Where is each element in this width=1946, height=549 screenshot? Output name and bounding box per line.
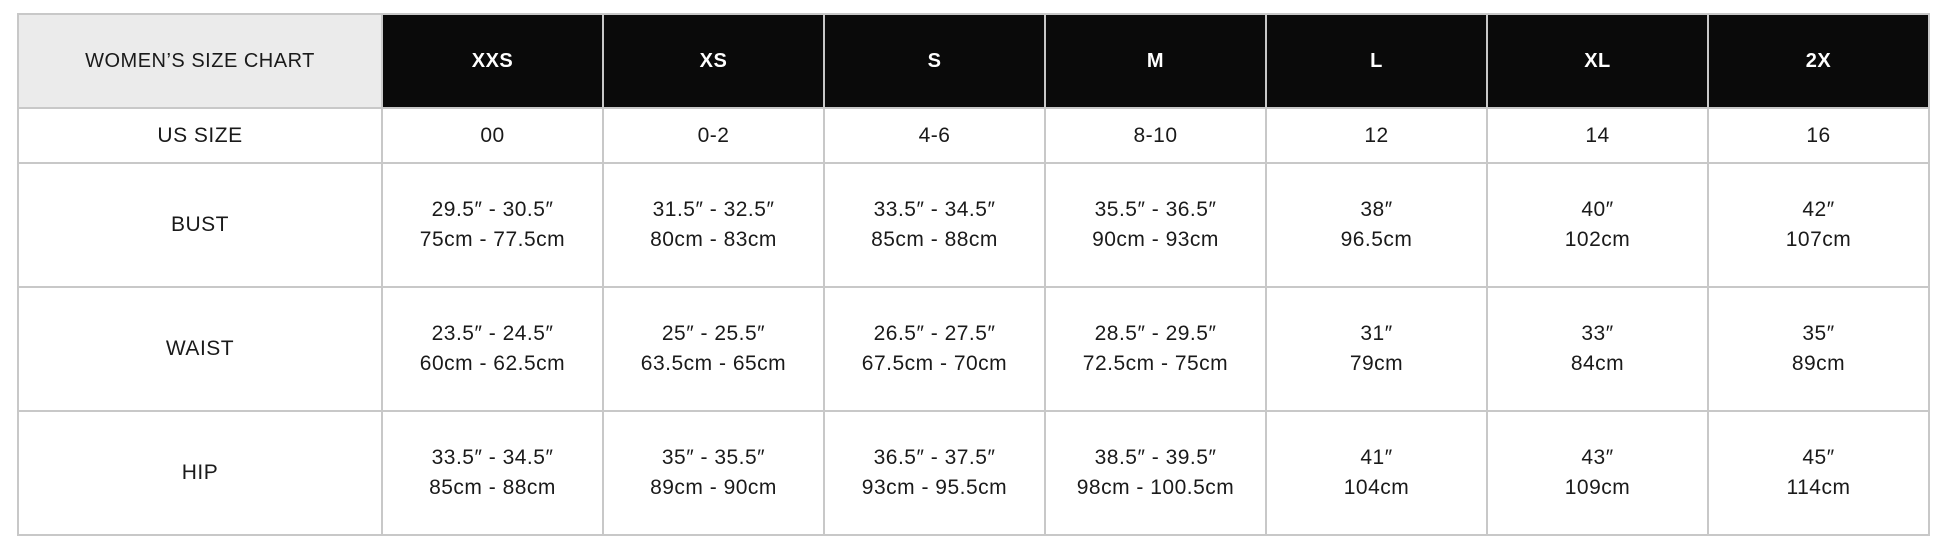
value-cm: 79cm	[1349, 352, 1404, 375]
row-label: WAIST	[17, 286, 383, 412]
size-header: L	[1265, 13, 1488, 109]
size-header: M	[1044, 13, 1267, 109]
value-inches: 28.5″ - 29.5″	[1094, 322, 1217, 345]
table-row: WAIST 23.5″ - 24.5″ 60cm - 62.5cm 25″ - 25.…	[17, 286, 1930, 412]
table-cell: 33.5″ - 34.5″ 85cm - 88cm	[381, 410, 604, 536]
table-cell: 31.5″ - 32.5″ 80cm - 83cm	[602, 162, 825, 288]
size-chart-table: WOMEN’S SIZE CHART XXS XS S M L XL 2X US…	[17, 13, 1930, 536]
value-inches: 29.5″ - 30.5″	[431, 198, 554, 221]
value-cm: 107cm	[1785, 228, 1852, 251]
size-header: 2X	[1707, 13, 1930, 109]
table-row: US SIZE 00 0-2 4-6 8-10 12 14 16	[17, 107, 1930, 164]
us-size-value: 00	[480, 123, 505, 147]
table-cell: 35″ - 35.5″ 89cm - 90cm	[602, 410, 825, 536]
value-cm: 67.5cm - 70cm	[861, 352, 1008, 375]
header-row: WOMEN’S SIZE CHART XXS XS S M L XL 2X	[17, 13, 1930, 109]
value-cm: 104cm	[1343, 476, 1410, 499]
value-inches: 38.5″ - 39.5″	[1094, 446, 1217, 469]
value-inches: 36.5″ - 37.5″	[873, 446, 996, 469]
us-size-value: 14	[1585, 123, 1610, 147]
value-cm: 85cm - 88cm	[871, 228, 998, 251]
value-cm: 109cm	[1564, 476, 1631, 499]
table-cell: 8-10	[1044, 107, 1267, 164]
table-title: WOMEN’S SIZE CHART	[17, 13, 383, 109]
value-inches: 31″	[1360, 322, 1393, 345]
size-header: XXS	[381, 13, 604, 109]
value-cm: 85cm - 88cm	[429, 476, 556, 499]
value-cm: 89cm - 90cm	[650, 476, 777, 499]
row-label: HIP	[17, 410, 383, 536]
value-inches: 42″	[1802, 198, 1835, 221]
us-size-value: 8-10	[1133, 123, 1178, 147]
row-label: US SIZE	[17, 107, 383, 164]
table-row: HIP 33.5″ - 34.5″ 85cm - 88cm 35″ - 35.5″ 89…	[17, 410, 1930, 536]
value-cm: 72.5cm - 75cm	[1082, 352, 1229, 375]
value-cm: 102cm	[1564, 228, 1631, 251]
table-cell: 16	[1707, 107, 1930, 164]
value-inches: 33.5″ - 34.5″	[431, 446, 554, 469]
value-inches: 40″	[1581, 198, 1614, 221]
table-cell: 41″ 104cm	[1265, 410, 1488, 536]
value-cm: 80cm - 83cm	[650, 228, 777, 251]
table-cell: 40″ 102cm	[1486, 162, 1709, 288]
value-inches: 23.5″ - 24.5″	[431, 322, 554, 345]
table-cell: 45″ 114cm	[1707, 410, 1930, 536]
table-cell: 23.5″ - 24.5″ 60cm - 62.5cm	[381, 286, 604, 412]
value-inches: 35″	[1802, 322, 1835, 345]
value-cm: 63.5cm - 65cm	[640, 352, 787, 375]
value-inches: 35″ - 35.5″	[661, 446, 766, 469]
value-inches: 33.5″ - 34.5″	[873, 198, 996, 221]
table-cell: 38.5″ - 39.5″ 98cm - 100.5cm	[1044, 410, 1267, 536]
value-inches: 38″	[1360, 198, 1393, 221]
table-cell: 12	[1265, 107, 1488, 164]
table-cell: 0-2	[602, 107, 825, 164]
value-inches: 35.5″ - 36.5″	[1094, 198, 1217, 221]
table-cell: 4-6	[823, 107, 1046, 164]
table-cell: 38″ 96.5cm	[1265, 162, 1488, 288]
us-size-value: 12	[1364, 123, 1389, 147]
table-cell: 35.5″ - 36.5″ 90cm - 93cm	[1044, 162, 1267, 288]
value-cm: 89cm	[1791, 352, 1846, 375]
value-cm: 84cm	[1570, 352, 1625, 375]
value-cm: 60cm - 62.5cm	[419, 352, 566, 375]
table-cell: 35″ 89cm	[1707, 286, 1930, 412]
us-size-value: 16	[1806, 123, 1831, 147]
value-inches: 41″	[1360, 446, 1393, 469]
table-cell: 42″ 107cm	[1707, 162, 1930, 288]
table-cell: 25″ - 25.5″ 63.5cm - 65cm	[602, 286, 825, 412]
size-header: S	[823, 13, 1046, 109]
table-cell: 43″ 109cm	[1486, 410, 1709, 536]
value-cm: 90cm - 93cm	[1092, 228, 1219, 251]
value-inches: 25″ - 25.5″	[661, 322, 766, 345]
value-cm: 96.5cm	[1340, 228, 1413, 251]
size-header: XS	[602, 13, 825, 109]
value-cm: 75cm - 77.5cm	[419, 228, 566, 251]
table-cell: 26.5″ - 27.5″ 67.5cm - 70cm	[823, 286, 1046, 412]
value-cm: 114cm	[1786, 476, 1851, 499]
us-size-value: 4-6	[918, 123, 951, 147]
row-label: BUST	[17, 162, 383, 288]
table-row: BUST 29.5″ - 30.5″ 75cm - 77.5cm 31.5″ - 32…	[17, 162, 1930, 288]
value-inches: 45″	[1802, 446, 1835, 469]
value-inches: 43″	[1581, 446, 1614, 469]
value-inches: 33″	[1581, 322, 1614, 345]
table-cell: 36.5″ - 37.5″ 93cm - 95.5cm	[823, 410, 1046, 536]
table-cell: 14	[1486, 107, 1709, 164]
value-cm: 93cm - 95.5cm	[861, 476, 1008, 499]
value-inches: 31.5″ - 32.5″	[652, 198, 775, 221]
table-cell: 00	[381, 107, 604, 164]
size-header: XL	[1486, 13, 1709, 109]
table-cell: 31″ 79cm	[1265, 286, 1488, 412]
table-cell: 28.5″ - 29.5″ 72.5cm - 75cm	[1044, 286, 1267, 412]
table-cell: 33″ 84cm	[1486, 286, 1709, 412]
value-cm: 98cm - 100.5cm	[1076, 476, 1235, 499]
table-cell: 29.5″ - 30.5″ 75cm - 77.5cm	[381, 162, 604, 288]
table-cell: 33.5″ - 34.5″ 85cm - 88cm	[823, 162, 1046, 288]
value-inches: 26.5″ - 27.5″	[873, 322, 996, 345]
us-size-value: 0-2	[697, 123, 730, 147]
